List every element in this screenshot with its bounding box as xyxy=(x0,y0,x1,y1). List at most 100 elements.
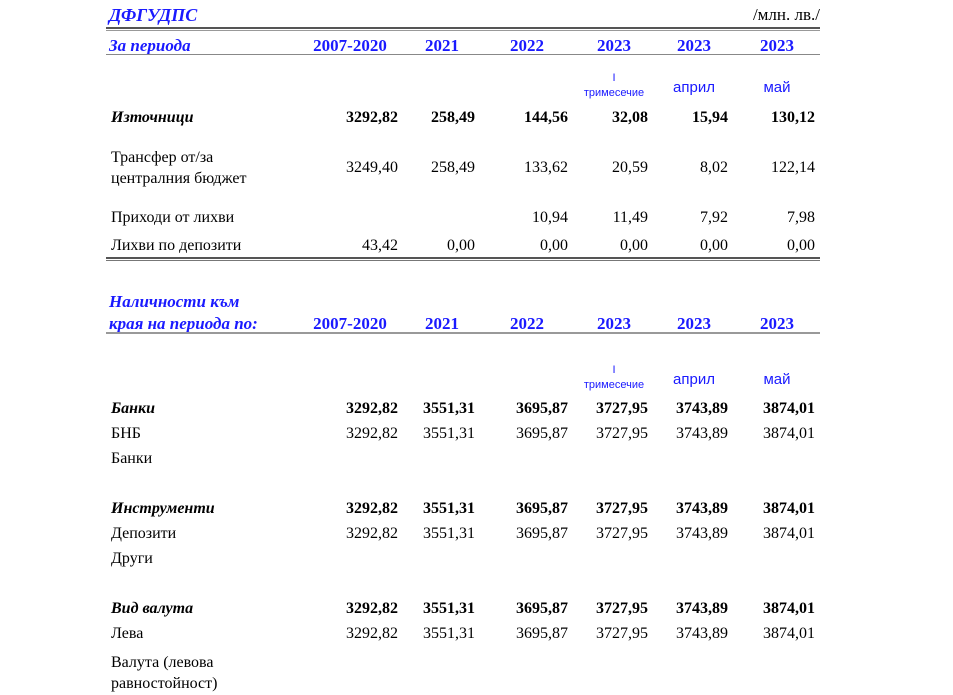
cell-value: 3292,82 xyxy=(346,400,398,417)
cell-value: 3727,95 xyxy=(596,425,648,442)
column-header: 2007-2020 xyxy=(313,314,387,333)
subheader-april: април xyxy=(673,79,715,96)
column-header: 2023 xyxy=(677,314,711,333)
cell-value: 11,49 xyxy=(612,209,648,226)
row-label: Лева xyxy=(111,625,144,642)
column-header: 2007-2020 xyxy=(313,36,387,55)
cell-value: 3695,87 xyxy=(516,500,568,517)
section1-bottom-divider xyxy=(106,257,820,259)
row-label: Инструменти xyxy=(111,500,215,517)
cell-value: 7,98 xyxy=(787,209,815,226)
subheader-quarter-numeral: I xyxy=(612,364,616,376)
row-label: Приходи от лихви xyxy=(111,209,235,226)
row-label: Други xyxy=(111,550,153,567)
row-label: Трансфер от/за xyxy=(111,149,214,166)
subheader-may: май xyxy=(763,371,791,388)
cell-value: 3874,01 xyxy=(763,600,815,617)
column-header: 2021 xyxy=(425,314,459,333)
cell-value: 3695,87 xyxy=(516,625,568,642)
title-divider-2 xyxy=(106,30,820,31)
cell-value: 32,08 xyxy=(612,109,648,126)
section2-header-divider xyxy=(106,332,820,334)
cell-value: 3551,31 xyxy=(423,400,475,417)
section1-label: За периода xyxy=(109,36,191,55)
cell-value: 3743,89 xyxy=(676,625,728,642)
cell-value: 0,00 xyxy=(540,237,568,254)
row-label: Депозити xyxy=(111,525,177,542)
cell-value: 258,49 xyxy=(431,159,475,176)
cell-value: 3727,95 xyxy=(596,625,648,642)
cell-value: 3874,01 xyxy=(763,425,815,442)
row-label: Валута (левова xyxy=(111,654,214,671)
cell-value: 3695,87 xyxy=(516,400,568,417)
section2-label-line2: края на периода по: xyxy=(109,314,258,333)
cell-value: 0,00 xyxy=(620,237,648,254)
cell-value: 3743,89 xyxy=(676,500,728,517)
column-header: 2023 xyxy=(597,314,631,333)
report-title: ДФГУДПС xyxy=(109,5,198,25)
cell-value: 3292,82 xyxy=(346,425,398,442)
column-header: 2023 xyxy=(760,36,794,55)
cell-value: 20,59 xyxy=(612,159,648,176)
row-label: Източници xyxy=(111,109,194,126)
subheader-quarter-numeral: I xyxy=(612,72,616,84)
cell-value: 3727,95 xyxy=(596,525,648,542)
section1-header-divider xyxy=(106,54,820,55)
cell-value: 3727,95 xyxy=(596,400,648,417)
row-label: централния бюджет xyxy=(111,170,247,187)
cell-value: 0,00 xyxy=(787,237,815,254)
cell-value: 43,42 xyxy=(362,237,398,254)
section2-label-line1: Наличности към xyxy=(109,292,240,311)
column-header: 2023 xyxy=(597,36,631,55)
cell-value: 3249,40 xyxy=(346,159,398,176)
column-header: 2022 xyxy=(510,314,544,333)
column-header: 2022 xyxy=(510,36,544,55)
cell-value: 3874,01 xyxy=(763,625,815,642)
cell-value: 3874,01 xyxy=(763,500,815,517)
cell-value: 10,94 xyxy=(532,209,568,226)
cell-value: 3292,82 xyxy=(346,109,398,126)
cell-value: 122,14 xyxy=(771,159,815,176)
cell-value: 133,62 xyxy=(524,159,568,176)
section1-bottom-divider-2 xyxy=(106,260,820,261)
cell-value: 7,92 xyxy=(700,209,728,226)
cell-value: 3874,01 xyxy=(763,400,815,417)
subheader-quarter: тримесечие xyxy=(583,87,645,99)
cell-value: 3695,87 xyxy=(516,425,568,442)
row-label: Лихви по депозити xyxy=(111,237,242,254)
cell-value: 130,12 xyxy=(771,109,815,126)
cell-value: 0,00 xyxy=(700,237,728,254)
cell-value: 0,00 xyxy=(447,237,475,254)
row-label: БНБ xyxy=(111,425,141,442)
unit-label: /млн. лв./ xyxy=(752,5,820,24)
column-header: 2023 xyxy=(760,314,794,333)
cell-value: 3743,89 xyxy=(676,400,728,417)
cell-value: 3551,31 xyxy=(423,500,475,517)
cell-value: 3743,89 xyxy=(676,425,728,442)
row-label: равностойност) xyxy=(111,675,218,692)
cell-value: 3695,87 xyxy=(516,600,568,617)
column-header: 2023 xyxy=(677,36,711,55)
cell-value: 3695,87 xyxy=(516,525,568,542)
cell-value: 3551,31 xyxy=(423,600,475,617)
cell-value: 15,94 xyxy=(692,109,728,126)
subheader-quarter: тримесечие xyxy=(583,379,645,391)
subheader-may: май xyxy=(763,79,791,96)
cell-value: 3874,01 xyxy=(763,525,815,542)
cell-value: 3551,31 xyxy=(423,625,475,642)
cell-value: 3551,31 xyxy=(423,425,475,442)
cell-value: 3292,82 xyxy=(346,500,398,517)
cell-value: 144,56 xyxy=(524,109,568,126)
cell-value: 258,49 xyxy=(431,109,475,126)
cell-value: 3743,89 xyxy=(676,525,728,542)
row-label: Банки xyxy=(111,450,153,467)
cell-value: 8,02 xyxy=(700,159,728,176)
row-label: Банки xyxy=(111,400,156,417)
cell-value: 3292,82 xyxy=(346,625,398,642)
cell-value: 3727,95 xyxy=(596,600,648,617)
row-label: Вид валута xyxy=(111,600,194,617)
cell-value: 3743,89 xyxy=(676,600,728,617)
title-divider xyxy=(106,27,820,29)
column-header: 2021 xyxy=(425,36,459,55)
cell-value: 3551,31 xyxy=(423,525,475,542)
